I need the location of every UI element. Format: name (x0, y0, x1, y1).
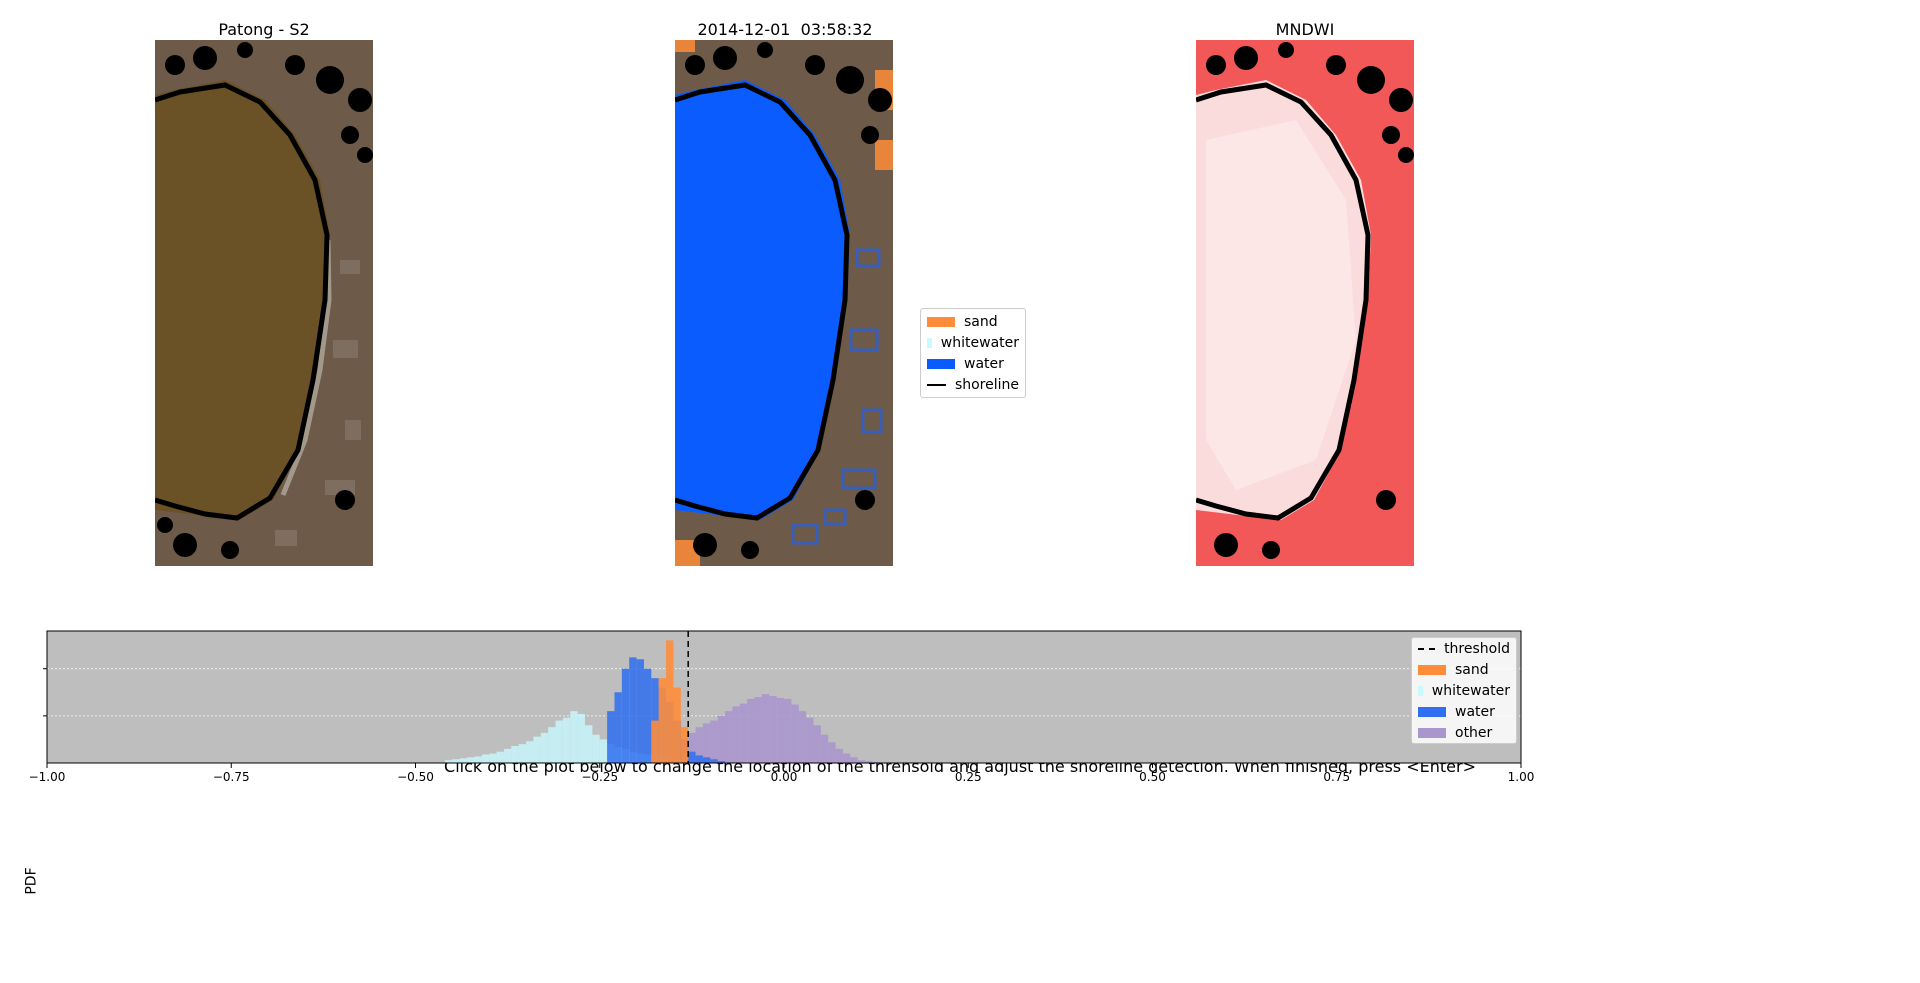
histogram-bar-sand (680, 727, 689, 763)
legend-item-water: water (921, 353, 1025, 374)
histogram-bar-other (828, 742, 836, 763)
x-tick-label: −0.75 (213, 770, 250, 784)
legend-item-hist-whitewater: whitewater (1412, 680, 1516, 701)
histogram-bar-other (710, 720, 718, 763)
histogram-bar-other (702, 723, 711, 763)
legend-item-hist-other: other (1412, 722, 1516, 743)
histogram-bar-other (798, 711, 807, 763)
histogram-bar-whitewater (496, 751, 504, 763)
histogram-bar-other (761, 694, 770, 763)
histogram-bar-other (806, 717, 814, 763)
histogram-bar-whitewater (511, 746, 519, 763)
x-tick-label: 1.00 (1508, 770, 1535, 784)
histogram-bar-other (688, 732, 696, 763)
class-legend: sand whitewater water shoreline (920, 308, 1026, 398)
histogram-bar-other (791, 704, 799, 763)
histogram-bar-sand (666, 640, 674, 763)
histogram-bar-whitewater (489, 753, 497, 763)
histogram-bar-whitewater (518, 744, 527, 763)
histogram-bar-water (695, 755, 703, 763)
histogram-bar-other (747, 698, 755, 763)
legend-item-hist-water: water (1412, 701, 1516, 722)
histogram-bar-water (629, 657, 637, 763)
histogram-bar-other (717, 715, 726, 763)
histogram-bar-whitewater (548, 727, 556, 763)
histogram-bar-water (636, 659, 644, 763)
histogram-bar-other (820, 734, 829, 763)
histogram-bar-whitewater (452, 759, 460, 763)
histogram-bar-other (865, 761, 873, 763)
histogram-bar-whitewater (474, 756, 482, 763)
histogram-bar-other (725, 711, 733, 763)
histogram-bar-other (732, 706, 740, 763)
histogram-bar-water (688, 751, 696, 763)
mndwi-image (1196, 40, 1414, 566)
histogram-bar-other (813, 725, 821, 763)
histogram-bar-other (850, 757, 858, 763)
histogram-bar-whitewater (562, 717, 571, 763)
histogram-bar-whitewater (577, 713, 586, 763)
histogram-bar-other (776, 697, 784, 763)
histogram-bar-whitewater (459, 758, 468, 763)
histogram-bar-other (754, 697, 762, 763)
histogram-bar-whitewater (467, 757, 475, 763)
panel-title-mndwi: MNDWI (1275, 20, 1335, 39)
histogram-bar-water (702, 757, 711, 763)
x-tick-label: −0.25 (581, 770, 618, 784)
x-tick-label: −0.50 (397, 770, 434, 784)
legend-item-threshold: threshold (1412, 638, 1516, 659)
histogram-bar-whitewater (592, 734, 600, 763)
histogram-bar-water (621, 668, 630, 763)
histogram-bar-water (643, 668, 652, 763)
histogram-bar-water (717, 761, 726, 763)
panel-title-rgb: Patong - S2 (218, 20, 310, 39)
histogram-bar-whitewater (481, 754, 490, 763)
histogram-bar-water (614, 692, 622, 763)
histogram-bar-whitewater (503, 748, 512, 763)
histogram-bar-sand (673, 687, 681, 763)
histogram-bar-other (857, 760, 866, 763)
classified-image (675, 40, 893, 566)
histogram-bar-water (710, 759, 718, 763)
histogram-bar-sand (658, 678, 667, 763)
x-tick-label: 0.50 (1139, 770, 1166, 784)
histogram-bar-whitewater (555, 720, 563, 763)
x-tick-label: 0.25 (955, 770, 982, 784)
satellite-rgb-image (155, 40, 373, 566)
histogram-bar-water (607, 711, 615, 763)
histogram-bar-whitewater (444, 760, 453, 763)
x-tick-label: 0.00 (771, 770, 798, 784)
x-tick-label: −1.00 (29, 770, 66, 784)
legend-item-sand: sand (921, 311, 1025, 332)
histogram-bar-whitewater (585, 725, 593, 763)
histogram-bar-whitewater (570, 711, 578, 763)
legend-item-hist-sand: sand (1412, 659, 1516, 680)
histogram-bar-whitewater (526, 741, 534, 763)
shoreline-contours-left (157, 42, 373, 559)
legend-item-whitewater: whitewater (921, 332, 1025, 353)
histogram-bar-whitewater (540, 732, 549, 763)
histogram-legend: threshold sand whitewater water other (1411, 637, 1517, 744)
x-tick-label: 0.75 (1323, 770, 1350, 784)
histogram-bar-other (842, 753, 851, 763)
histogram-bar-other (784, 698, 792, 763)
panel-title-classified: 2014-12-01 03:58:32 (697, 20, 873, 39)
histogram-bar-other (695, 727, 703, 763)
histogram-bar-other (769, 696, 777, 763)
histogram-bar-whitewater (599, 739, 608, 763)
histogram-bar-other (835, 748, 843, 763)
histogram-bar-whitewater (533, 736, 541, 763)
histogram-bar-sand (651, 720, 659, 763)
legend-item-shoreline: shoreline (921, 374, 1025, 395)
histogram-bar-other (739, 703, 748, 763)
